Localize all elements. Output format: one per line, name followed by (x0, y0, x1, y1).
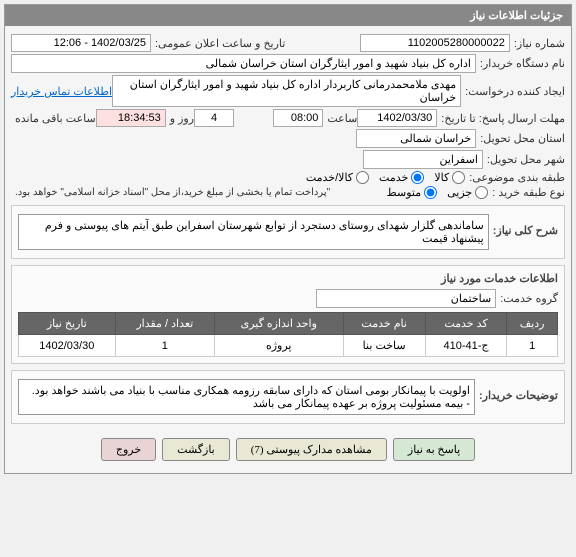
announce-label: تاریخ و ساعت اعلان عمومی: (155, 37, 285, 50)
radio-service[interactable] (411, 171, 424, 184)
services-table: ردیف کد خدمت نام خدمت واحد اندازه گیری ت… (18, 312, 558, 357)
th-4: تعداد / مقدار (115, 313, 214, 335)
province-value: خراسان شمالی (356, 129, 476, 148)
back-button[interactable]: بازگشت (162, 438, 230, 461)
medium-text: متوسط (387, 186, 422, 199)
radio-goods-service-label[interactable]: کالا/خدمت (306, 171, 369, 184)
need-no-label: شماره نیاز: (514, 37, 565, 50)
td-0: 1 (507, 335, 558, 357)
table-header-row: ردیف کد خدمت نام خدمت واحد اندازه گیری ت… (19, 313, 558, 335)
group-label: گروه خدمت: (500, 292, 558, 305)
table-row: 1 ج-41-410 ساخت بنا پروژه 1 1402/03/30 (19, 335, 558, 357)
row-subject-type: طبقه بندی موضوعی: کالا خدمت کالا/خدمت (11, 171, 565, 184)
radio-service-label[interactable]: خدمت (379, 171, 424, 184)
remain-label: ساعت باقی مانده (15, 112, 96, 125)
th-5: تاریخ نیاز (19, 313, 116, 335)
contact-link[interactable]: اطلاعات تماس خریدار (11, 85, 112, 98)
button-bar: پاسخ به نیاز مشاهده مدارک پیوستی (7) باز… (11, 432, 565, 467)
hour-label-1: ساعت (327, 112, 357, 125)
radio-goods-label[interactable]: کالا (434, 171, 465, 184)
panel-title: جزئیات اطلاعات نیاز (5, 5, 571, 26)
need-no-value: 1102005280000022 (360, 34, 510, 52)
row-province: استان محل تحویل: خراسان شمالی (11, 129, 565, 148)
remain-value: 18:34:53 (96, 109, 166, 127)
deadline-hour: 08:00 (273, 109, 323, 127)
radio-partial[interactable] (475, 186, 488, 199)
attachments-button[interactable]: مشاهده مدارک پیوستی (7) (236, 438, 387, 461)
day-value: 4 (194, 109, 234, 127)
th-2: نام خدمت (343, 313, 425, 335)
th-0: ردیف (507, 313, 558, 335)
td-1: ج-41-410 (425, 335, 506, 357)
radio-partial-label[interactable]: جزیی (447, 186, 488, 199)
partial-text: جزیی (447, 186, 472, 199)
deadline-date: 1402/03/30 (357, 109, 437, 127)
goods-text: کالا (434, 171, 449, 184)
buyer-desc-text: اولویت با پیمانکار بومی استان که دارای س… (18, 379, 475, 415)
radio-goods[interactable] (452, 171, 465, 184)
overview-text: ساماندهی گلزار شهدای روستای دستجرد از تو… (18, 214, 489, 250)
city-value: اسفراین (363, 150, 483, 169)
td-5: 1402/03/30 (19, 335, 116, 357)
deadline-label: مهلت ارسال پاسخ: تا تاریخ: (441, 112, 565, 125)
row-need-announce: شماره نیاز: 1102005280000022 تاریخ و ساع… (11, 34, 565, 52)
td-4: 1 (115, 335, 214, 357)
row-creator: ایجاد کننده درخواست: مهدی ملامحمدرمانی ک… (11, 75, 565, 107)
respond-button[interactable]: پاسخ به نیاز (393, 438, 475, 461)
services-label: اطلاعات خدمات مورد نیاز (18, 272, 558, 285)
creator-label: ایجاد کننده درخواست: (465, 85, 565, 98)
row-purchase-type: نوع طبقه خرید : جزیی متوسط "پرداخت تمام … (11, 186, 565, 199)
td-3: پروژه (214, 335, 343, 357)
section-buyer-desc: توضیحات خریدار: اولویت با پیمانکار بومی … (11, 370, 565, 424)
buyer-value: اداره کل بنیاد شهید و امور ایثارگران است… (11, 54, 476, 73)
day-label: روز و (170, 112, 194, 125)
city-label: شهر محل تحویل: (487, 153, 565, 166)
announce-value: 1402/03/25 - 12:06 (11, 34, 151, 52)
service-text: خدمت (379, 171, 408, 184)
row-deadline: مهلت ارسال پاسخ: تا تاریخ: 1402/03/30 سا… (11, 109, 565, 127)
radio-medium[interactable] (424, 186, 437, 199)
purchase-type-radios: جزیی متوسط (387, 186, 489, 199)
purchase-type-label: نوع طبقه خرید : (492, 186, 565, 199)
section-overview: شرح کلی نیاز: ساماندهی گلزار شهدای روستا… (11, 205, 565, 259)
subject-type-label: طبقه بندی موضوعی: (469, 171, 565, 184)
subject-type-radios: کالا خدمت کالا/خدمت (306, 171, 465, 184)
creator-value: مهدی ملامحمدرمانی کاربردار اداره کل بنیا… (112, 75, 461, 107)
th-3: واحد اندازه گیری (214, 313, 343, 335)
exit-button[interactable]: خروج (101, 438, 156, 461)
radio-goods-service[interactable] (356, 171, 369, 184)
panel-body: شماره نیاز: 1102005280000022 تاریخ و ساع… (5, 26, 571, 473)
group-value: ساختمان (316, 289, 496, 308)
overview-label: شرح کلی نیاز: (493, 224, 558, 237)
section-services: اطلاعات خدمات مورد نیاز گروه خدمت: ساختم… (11, 265, 565, 364)
td-2: ساخت بنا (343, 335, 425, 357)
th-1: کد خدمت (425, 313, 506, 335)
row-city: شهر محل تحویل: اسفراین (11, 150, 565, 169)
goods-service-text: کالا/خدمت (306, 171, 353, 184)
main-panel: جزئیات اطلاعات نیاز شماره نیاز: 11020052… (4, 4, 572, 474)
buyer-desc-label: توضیحات خریدار: (479, 389, 558, 402)
row-buyer: نام دستگاه خریدار: اداره کل بنیاد شهید و… (11, 54, 565, 73)
radio-medium-label[interactable]: متوسط (387, 186, 438, 199)
buyer-label: نام دستگاه خریدار: (480, 57, 565, 70)
payment-note: "پرداخت تمام یا بخشی از مبلغ خرید،از محل… (15, 187, 330, 198)
province-label: استان محل تحویل: (480, 132, 565, 145)
